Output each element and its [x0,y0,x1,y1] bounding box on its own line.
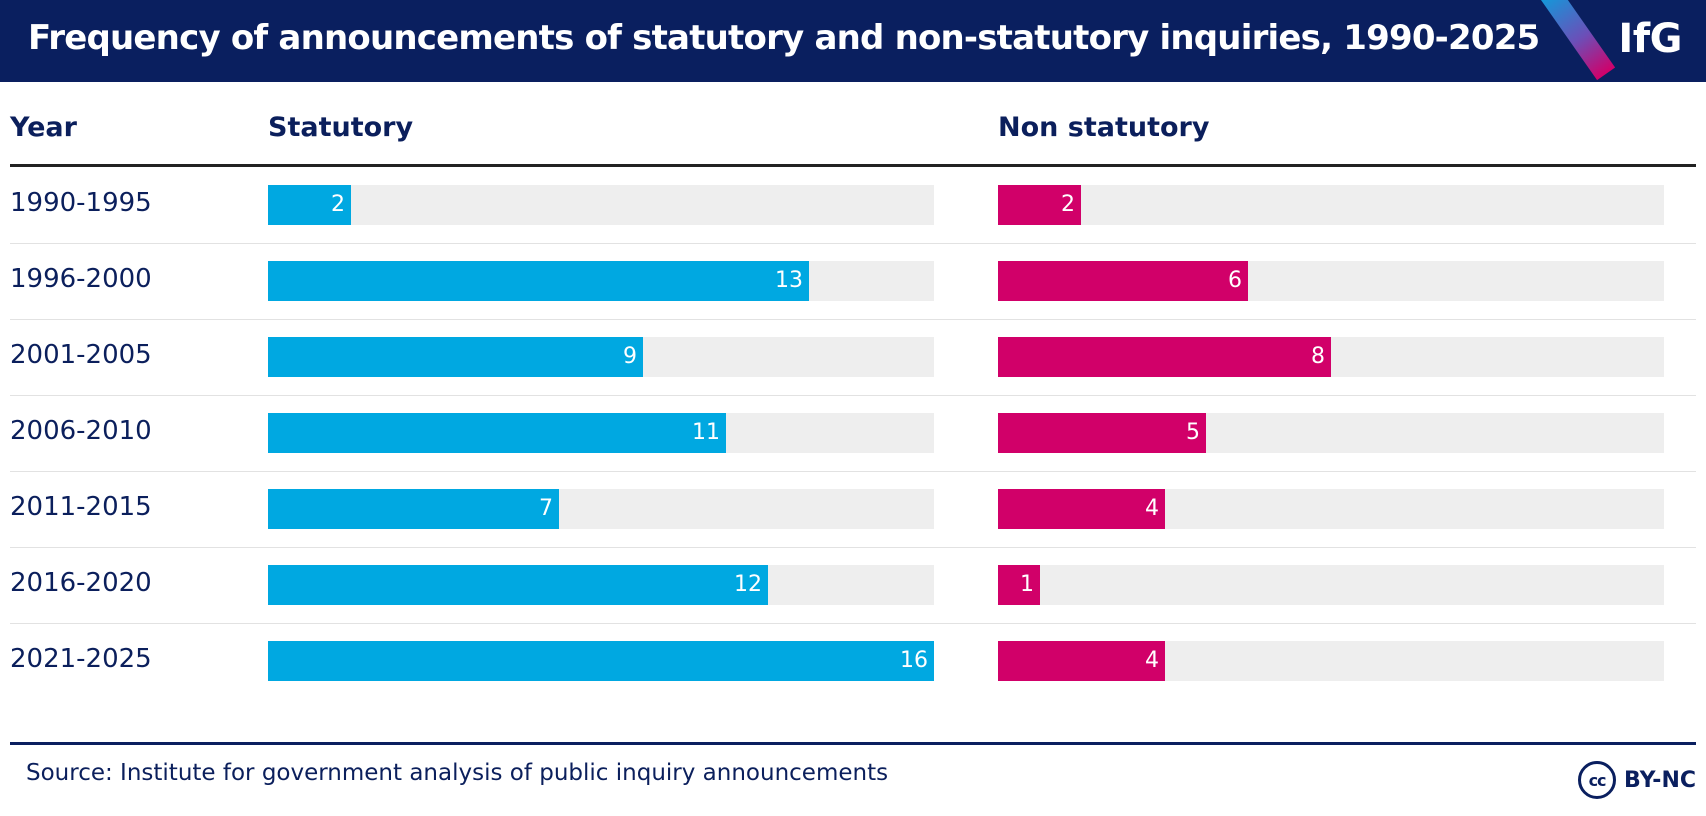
header-divider [10,164,1696,167]
non-statutory-value-label: 8 [1311,344,1325,369]
year-label: 2006-2010 [10,416,152,446]
non-statutory-bar [998,261,1248,301]
license-badge: cc BY-NC [1578,758,1696,802]
brand-stripe [1534,0,1616,81]
row-divider [10,623,1696,624]
statutory-bar [268,185,351,225]
non-statutory-value-label: 6 [1228,268,1242,293]
year-label: 1996-2000 [10,264,152,294]
header-banner: Frequency of announcements of statutory … [0,0,1706,82]
non-statutory-value-label: 2 [1061,192,1075,217]
statutory-value-label: 2 [331,192,345,217]
statutory-value-label: 7 [539,496,553,521]
non-statutory-value-label: 4 [1145,496,1159,521]
footer-divider [10,742,1696,745]
chart-title: Frequency of announcements of statutory … [28,18,1540,58]
non-statutory-track [998,185,1664,225]
column-header-year: Year [10,112,77,143]
non-statutory-bar [998,413,1206,453]
row-divider [10,319,1696,320]
non-statutory-bar [998,489,1165,529]
statutory-bar [268,261,809,301]
non-statutory-bar [998,565,1040,605]
statutory-value-label: 13 [775,268,803,293]
statutory-bar [268,489,559,529]
year-label: 2001-2005 [10,340,152,370]
non-statutory-bar [998,337,1331,377]
ifg-logo: IfG [1618,16,1682,62]
statutory-bar [268,413,726,453]
statutory-value-label: 16 [900,648,928,673]
statutory-value-label: 9 [623,344,637,369]
column-header-statutory: Statutory [268,112,414,143]
non-statutory-value-label: 4 [1145,648,1159,673]
non-statutory-value-label: 5 [1186,420,1200,445]
year-label: 2016-2020 [10,568,152,598]
statutory-value-label: 12 [734,572,762,597]
non-statutory-bar [998,641,1165,681]
year-label: 2011-2015 [10,492,152,522]
statutory-track [268,185,934,225]
row-divider [10,395,1696,396]
row-divider [10,547,1696,548]
statutory-bar [268,641,934,681]
creative-commons-icon: cc [1578,761,1617,799]
row-divider [10,243,1696,244]
source-note: Source: Institute for government analysi… [26,760,889,786]
statutory-bar [268,565,768,605]
non-statutory-value-label: 1 [1020,572,1034,597]
row-divider [10,471,1696,472]
non-statutory-track [998,565,1664,605]
license-label: BY-NC [1624,767,1696,793]
statutory-bar [268,337,643,377]
column-header-non-statutory: Non statutory [998,112,1210,143]
non-statutory-bar [998,185,1081,225]
statutory-value-label: 11 [692,420,720,445]
year-label: 1990-1995 [10,188,152,218]
year-label: 2021-2025 [10,644,152,674]
